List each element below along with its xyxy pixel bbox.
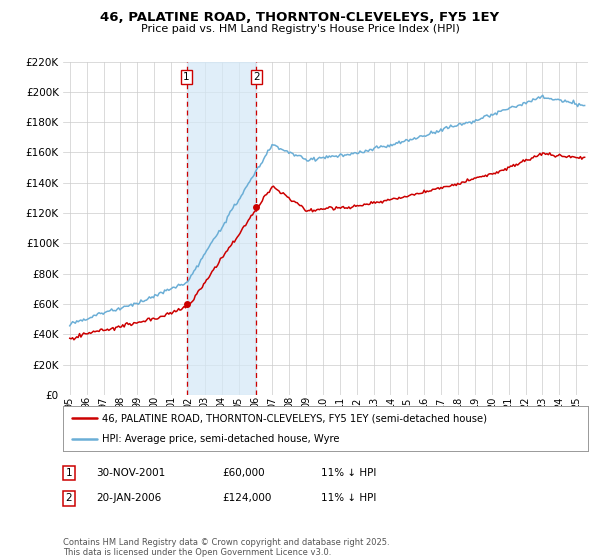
Bar [187, 62, 256, 395]
Text: 1: 1 [65, 468, 73, 478]
Text: 1: 1 [183, 72, 190, 82]
Text: 11% ↓ HPI: 11% ↓ HPI [321, 493, 376, 503]
Text: £124,000: £124,000 [222, 493, 271, 503]
Text: 30-NOV-2001: 30-NOV-2001 [96, 468, 165, 478]
Text: 2: 2 [65, 493, 73, 503]
Text: 11% ↓ HPI: 11% ↓ HPI [321, 468, 376, 478]
Text: 2: 2 [253, 72, 260, 82]
Text: £60,000: £60,000 [222, 468, 265, 478]
Text: HPI: Average price, semi-detached house, Wyre: HPI: Average price, semi-detached house,… [103, 433, 340, 444]
Text: 46, PALATINE ROAD, THORNTON-CLEVELEYS, FY5 1EY (semi-detached house): 46, PALATINE ROAD, THORNTON-CLEVELEYS, F… [103, 413, 487, 423]
Text: Price paid vs. HM Land Registry's House Price Index (HPI): Price paid vs. HM Land Registry's House … [140, 24, 460, 34]
Text: Contains HM Land Registry data © Crown copyright and database right 2025.
This d: Contains HM Land Registry data © Crown c… [63, 538, 389, 557]
Text: 20-JAN-2006: 20-JAN-2006 [96, 493, 161, 503]
Text: 46, PALATINE ROAD, THORNTON-CLEVELEYS, FY5 1EY: 46, PALATINE ROAD, THORNTON-CLEVELEYS, F… [100, 11, 500, 24]
